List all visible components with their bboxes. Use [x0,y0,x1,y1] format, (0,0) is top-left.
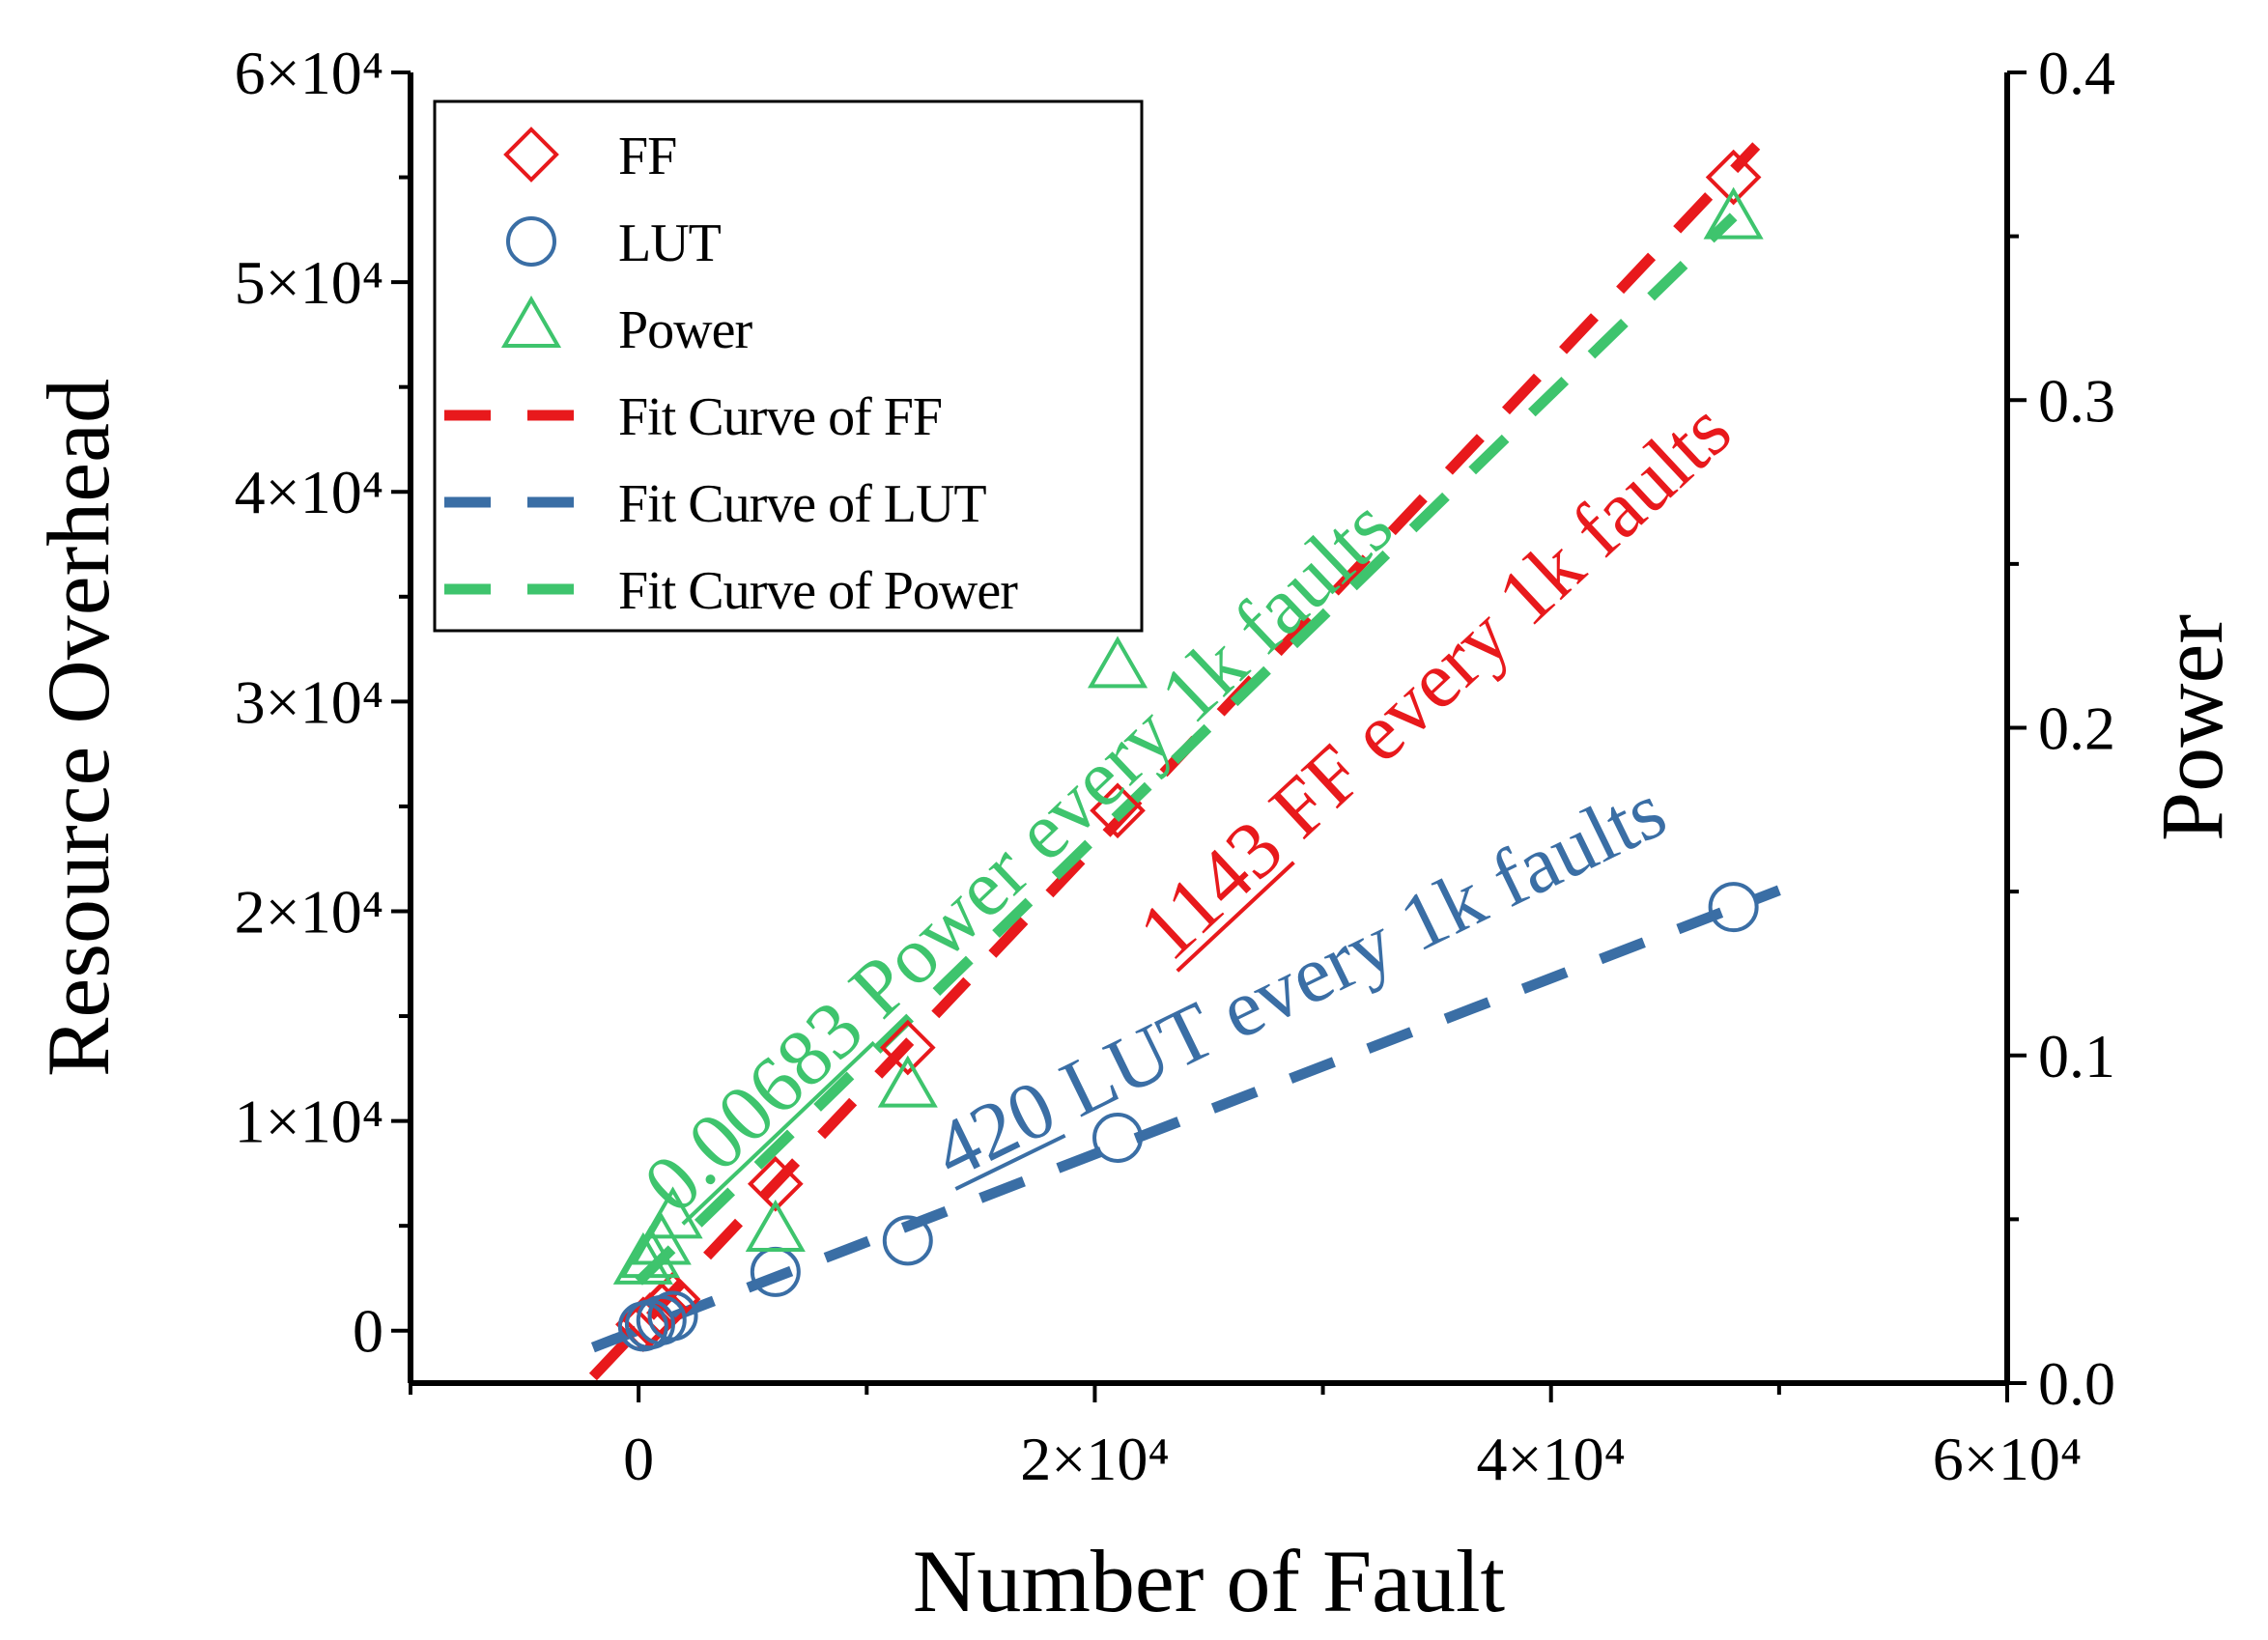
x-axis-title: Number of Fault [913,1532,1506,1630]
x-tick-label: 0 [623,1425,654,1493]
y-right-tick-label: 0.1 [2038,1022,2115,1090]
y-left-tick-label: 4×10⁴ [235,458,383,526]
x-tick-label: 2×10⁴ [1020,1425,1169,1493]
power-point [642,1186,703,1239]
x-tick-label: 6×10⁴ [1933,1425,2082,1493]
power-point [745,1199,806,1252]
lut-point [1092,1112,1144,1163]
y-left-tick-label: 6×10⁴ [235,39,383,107]
ff-point [879,1019,936,1076]
ff-point [1705,149,1762,206]
legend-label: LUT [618,213,722,273]
power-point [631,1212,692,1265]
x-tick-label: 4×10⁴ [1477,1425,1626,1493]
lut-point [882,1215,933,1266]
legend-label: FF [618,127,676,186]
legend-label: Fit Curve of Power [618,561,1018,621]
y-right-tick-label: 0.4 [2038,39,2115,107]
fit-line-lut [590,885,1781,1353]
legend-label: Power [618,300,752,360]
y-right-tick-label: 0.3 [2038,366,2115,435]
y-left-tick-label: 5×10⁴ [235,248,383,317]
y-left-tick-label: 0 [353,1297,383,1366]
ff-point [622,1292,678,1348]
y-left-tick-label: 1×10⁴ [235,1088,383,1156]
lut-point [647,1290,698,1342]
annotation-underline [1176,861,1295,973]
y-left-tick-label: 3×10⁴ [235,667,383,736]
legend: FF LUT Power Fit Curve of FF Fit Curve of LU… [433,99,1144,633]
ff-point [1090,782,1146,839]
legend-marker-ff [503,127,559,183]
lut-point [1708,882,1759,933]
power-point [877,1055,938,1108]
y-left-axis-title: Resource Overhead [29,379,128,1077]
annotation-underline [954,1133,1066,1191]
annotation-underline [681,1040,876,1226]
legend-label: Fit Curve of LUT [618,474,986,534]
power-point [1703,186,1764,240]
power-point [1087,636,1148,689]
legend-marker-lut [506,216,556,267]
y-left-tick-label: 2×10⁴ [235,877,383,946]
y-right-axis-title: Power [2142,614,2241,841]
fit-line-power [635,212,1738,1286]
legend-box [433,99,1144,633]
ff-point [748,1155,804,1212]
power-point [619,1226,681,1279]
legend-label: Fit Curve of FF [618,387,942,447]
power-point [612,1231,673,1285]
y-right-tick-label: 0.2 [2038,694,2115,763]
legend-marker-power [500,295,562,348]
y-right-tick-label: 0.0 [2038,1349,2115,1418]
